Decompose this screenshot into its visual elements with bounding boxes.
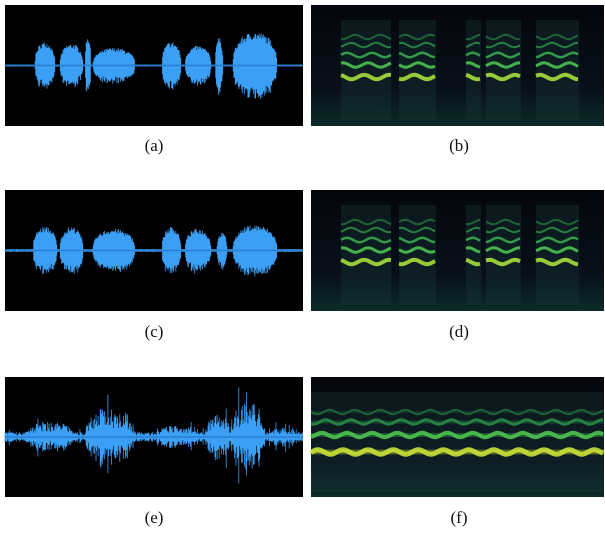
caption: (a): [145, 136, 164, 155]
caption: (e): [145, 508, 164, 527]
caption: (b): [449, 136, 469, 155]
harmonic-smear: [311, 411, 604, 413]
figure: (a) (b) (c) (d) (e) (f): [0, 0, 605, 533]
harmonic-smear: [311, 421, 604, 424]
caption: (d): [449, 322, 469, 341]
spectral-column: [311, 392, 604, 492]
caption: (c): [145, 322, 164, 341]
harmonic-smear: [311, 450, 604, 455]
harmonic-smear: [311, 433, 604, 437]
caption: (f): [451, 508, 468, 527]
